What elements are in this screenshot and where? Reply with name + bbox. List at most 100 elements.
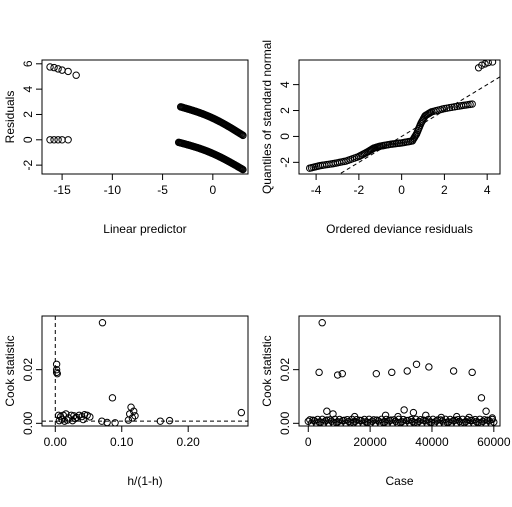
y-tick-label: 0 <box>278 133 292 140</box>
x-axis-label: h/(1-h) <box>127 474 162 488</box>
y-tick-label: 2 <box>21 111 35 118</box>
data-point <box>448 103 456 111</box>
data-point <box>350 412 359 421</box>
y-tick-label: 4 <box>278 81 292 88</box>
data-point <box>481 60 489 68</box>
data-point <box>60 417 69 425</box>
data-point <box>329 410 337 418</box>
y-axis-label: Cook statistic <box>3 335 17 406</box>
y-tick-label: 0.00 <box>278 411 292 435</box>
data-point <box>388 368 396 377</box>
plot-frame <box>298 59 501 175</box>
x-tick-label: 20000 <box>353 435 387 449</box>
x-tick-label: 60000 <box>477 435 511 449</box>
data-point <box>72 71 80 79</box>
y-tick-label: 6 <box>21 60 35 67</box>
data-point <box>50 63 58 72</box>
data-point <box>98 417 106 425</box>
x-tick-label: 0 <box>209 183 216 197</box>
panel-3: 0.00 0.10 0.20 0.00 0.02 h/(1-h) Cook statisti… <box>3 315 249 488</box>
data-point <box>52 365 61 374</box>
data-point <box>333 371 342 379</box>
y-tick-label: 0.00 <box>21 411 35 435</box>
data-point <box>423 419 431 426</box>
y-tick-label: 0.02 <box>21 358 35 382</box>
data-point <box>463 415 472 424</box>
x-tick-label: 2 <box>441 183 448 197</box>
data-point <box>124 416 133 424</box>
data-point <box>50 136 58 144</box>
data-point <box>239 131 247 140</box>
data-point <box>453 102 461 111</box>
data-point <box>312 419 320 426</box>
data-point <box>108 394 117 402</box>
data-point <box>400 406 408 414</box>
data-point <box>98 319 107 327</box>
data-point <box>445 104 454 112</box>
data-point <box>482 407 490 415</box>
data-point <box>55 416 63 425</box>
x-tick-label: -2 <box>354 183 365 197</box>
data-point <box>488 60 497 66</box>
data-point <box>403 367 411 375</box>
panel-1: -15 -10 -5 0 -2 0 2 4 6 Linear predictor Residuals <box>3 59 249 236</box>
panel-2: -4 -2 0 2 4 -2 0 2 4 Ordered deviance residuals Qu… <box>260 40 501 236</box>
data-point <box>54 136 62 144</box>
x-tick-label: 40000 <box>415 435 449 449</box>
data-point <box>416 416 425 424</box>
x-tick-label: 0.10 <box>110 435 134 449</box>
data-point <box>323 407 331 415</box>
data-point <box>128 414 137 422</box>
plot-frame <box>41 59 249 175</box>
data-point <box>484 60 492 67</box>
data-point <box>465 413 473 422</box>
data-point <box>52 360 61 368</box>
y-tick-label: 4 <box>21 85 35 92</box>
data-point <box>437 413 445 422</box>
data-point <box>64 67 72 76</box>
x-axis-label: Case <box>385 474 413 488</box>
data-point <box>64 136 72 144</box>
data-point <box>58 136 66 144</box>
data-point <box>165 416 174 425</box>
y-tick-label: 0 <box>21 136 35 143</box>
data-point <box>468 368 476 377</box>
x-tick-label: -10 <box>104 183 122 197</box>
data-point <box>315 368 323 377</box>
panel-4: 0 20000 40000 60000 0.00 0.02 Case Cook statist… <box>260 315 511 488</box>
data-point <box>468 100 476 108</box>
data-point <box>488 414 496 422</box>
y-axis-label: Cook statistic <box>260 335 274 406</box>
x-tick-label: -4 <box>311 183 322 197</box>
data-point <box>450 103 459 111</box>
x-tick-label: 0 <box>398 183 405 197</box>
x-tick-label: -15 <box>53 183 71 197</box>
y-tick-label: -2 <box>278 157 292 168</box>
data-layer <box>305 60 500 174</box>
data-point <box>46 136 54 144</box>
y-tick-label: -2 <box>21 159 35 170</box>
data-layer <box>304 319 498 426</box>
y-tick-label: 0.02 <box>278 358 292 382</box>
data-point <box>480 416 489 424</box>
data-point <box>103 418 111 426</box>
x-tick-label: -5 <box>157 183 168 197</box>
data-point <box>394 412 402 421</box>
data-point <box>54 65 62 73</box>
data-point <box>370 416 378 424</box>
data-point <box>453 412 461 421</box>
data-point <box>490 418 498 426</box>
data-point <box>335 415 344 424</box>
data-point <box>443 104 451 112</box>
data-point <box>86 413 94 421</box>
reference-line <box>338 76 500 174</box>
data-layer <box>46 63 247 174</box>
x-tick-label: 0 <box>305 435 312 449</box>
data-point <box>457 419 465 426</box>
data-point <box>237 408 246 417</box>
data-point <box>111 419 119 426</box>
data-point <box>346 418 355 426</box>
data-point <box>306 416 314 424</box>
